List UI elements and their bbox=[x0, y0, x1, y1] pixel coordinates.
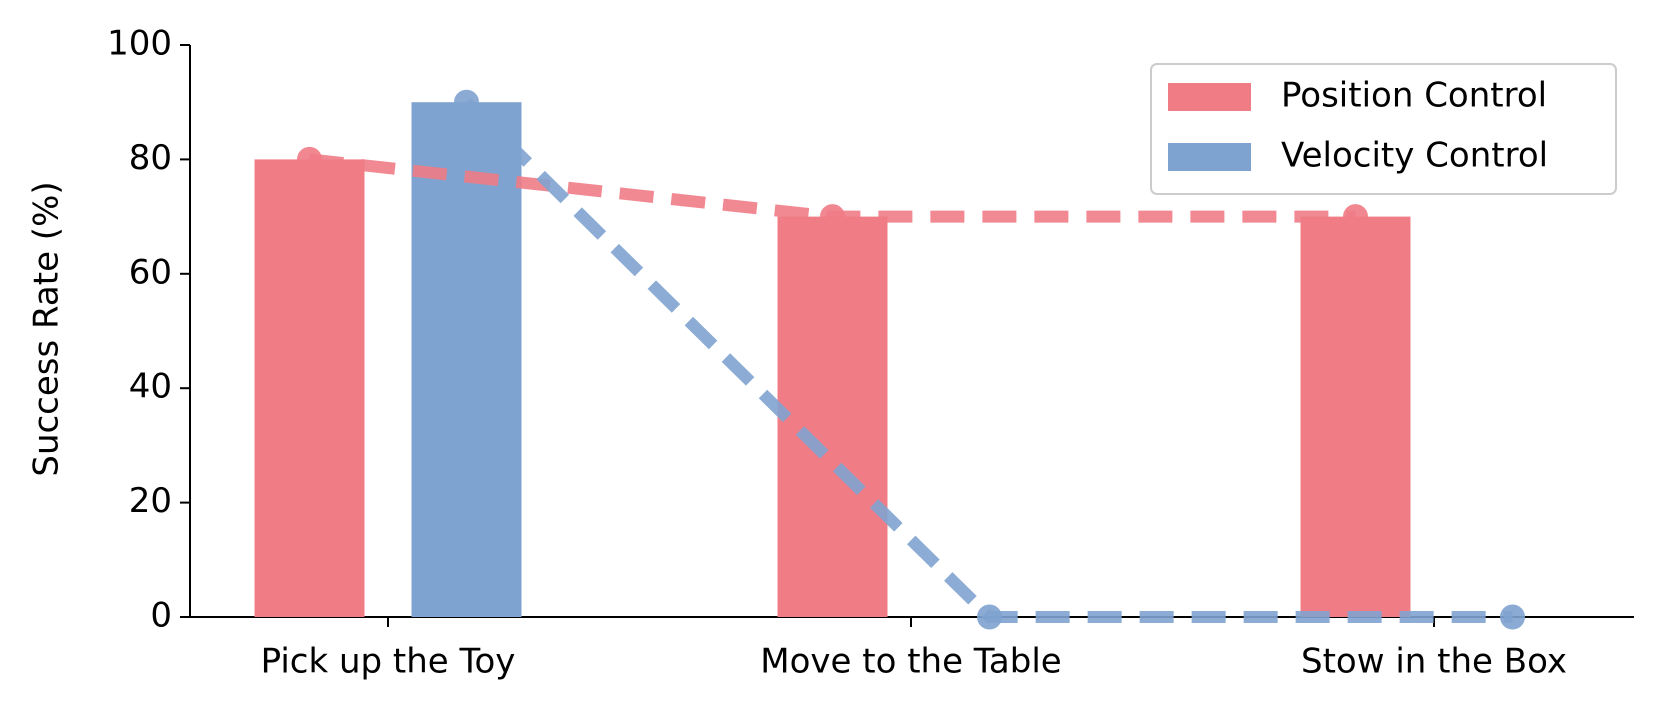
legend-swatch bbox=[1168, 143, 1251, 171]
point bbox=[297, 146, 322, 172]
y-tick-label: 100 bbox=[107, 24, 172, 64]
y-tick-label: 80 bbox=[129, 138, 172, 178]
legend-label: Position Control bbox=[1281, 76, 1547, 116]
x-tick-label: Stow in the Box bbox=[1301, 642, 1567, 682]
bar bbox=[777, 216, 888, 617]
y-tick-label: 60 bbox=[129, 252, 172, 292]
bar bbox=[411, 102, 522, 617]
legend-label: Velocity Control bbox=[1281, 136, 1548, 176]
y-tick-label: 0 bbox=[150, 596, 172, 636]
point bbox=[1500, 604, 1525, 630]
y-tick-label: 20 bbox=[129, 481, 172, 521]
legend-swatch bbox=[1168, 83, 1251, 111]
point bbox=[1343, 204, 1368, 230]
y-tick-label: 40 bbox=[129, 367, 172, 407]
x-tick-label: Pick up the Toy bbox=[261, 642, 516, 682]
bar bbox=[254, 159, 365, 617]
point bbox=[454, 89, 479, 115]
x-tick-label: Move to the Table bbox=[760, 642, 1061, 682]
point bbox=[820, 204, 845, 230]
bar bbox=[1300, 216, 1411, 617]
legend-box bbox=[1150, 63, 1617, 195]
point bbox=[977, 604, 1002, 630]
y-axis-label: Success Rate (%) bbox=[27, 181, 67, 476]
